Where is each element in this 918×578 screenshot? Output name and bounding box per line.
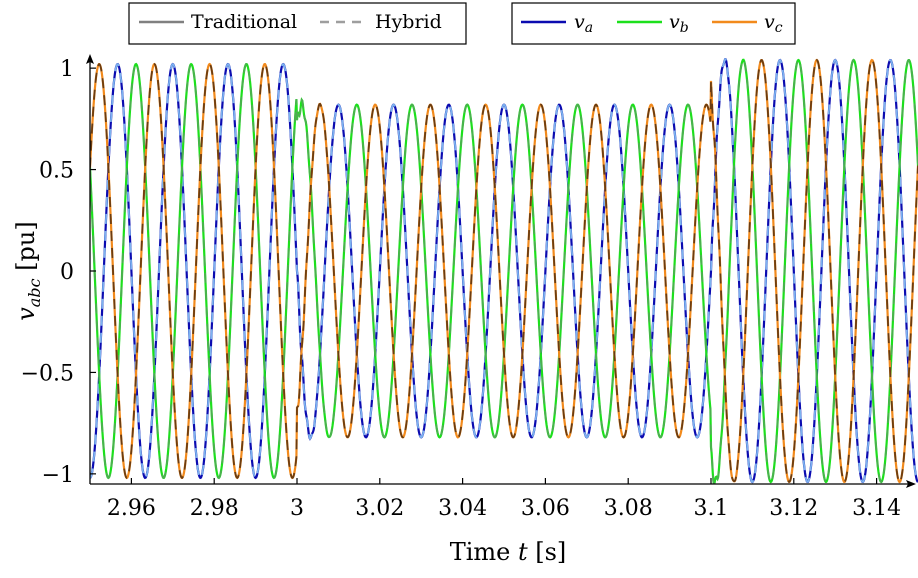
x-tick-label: 2.96 (107, 496, 156, 521)
series-layer (90, 58, 918, 484)
y-tick-label: 1 (60, 57, 74, 82)
x-tick-label: 3 (290, 496, 304, 521)
legend-traditional-label: Traditional (191, 11, 297, 33)
legend-va-label: va (574, 11, 593, 36)
x-tick-label: 3.1 (694, 496, 729, 521)
legend-methods: Traditional Hybrid (128, 2, 467, 45)
y-tick-label: −1 (42, 463, 74, 488)
x-tick-label: 2.98 (190, 496, 239, 521)
legend-vc-label: vc (764, 11, 783, 36)
x-tick-label: 3.02 (355, 496, 404, 521)
y-axis-label: vabc [pu] (12, 221, 44, 321)
x-axis-label-text: Time t [s] (450, 538, 567, 566)
x-tick-label: 3.08 (604, 496, 653, 521)
x-tick-label: 3.04 (438, 496, 487, 521)
y-tick-label: −0.5 (21, 361, 74, 386)
x-axis-arrow-icon (906, 480, 916, 488)
legend-methods-box (128, 2, 467, 45)
y-tick-label: 0 (60, 260, 74, 285)
x-tick-label: 3.12 (769, 496, 818, 521)
y-axis-label-unit: [pu] (12, 221, 40, 278)
legend-phases-box (511, 2, 796, 45)
legend-vb-label: vb (669, 11, 689, 36)
axes (86, 54, 916, 488)
series-hybrid-va (90, 58, 918, 484)
y-axis-label-sub: abc (25, 278, 44, 307)
x-ticks: 2.96 2.98 3 3.02 3.04 3.06 3.08 3.1 3.12 3.14 (107, 478, 901, 521)
legend-phases: va vb vc (511, 2, 796, 45)
y-axis-arrow-icon (86, 54, 94, 64)
x-tick-label: 3.14 (852, 496, 901, 521)
y-ticks: −1 −0.5 0 0.5 1 (21, 57, 96, 488)
x-axis-label: Time t [s] (450, 538, 567, 566)
y-tick-label: 0.5 (39, 159, 74, 184)
y-axis-label-var: v (12, 307, 40, 321)
x-tick-label: 3.06 (521, 496, 570, 521)
series-hybrid-vc (90, 58, 918, 484)
legend-hybrid-label: Hybrid (375, 11, 442, 33)
